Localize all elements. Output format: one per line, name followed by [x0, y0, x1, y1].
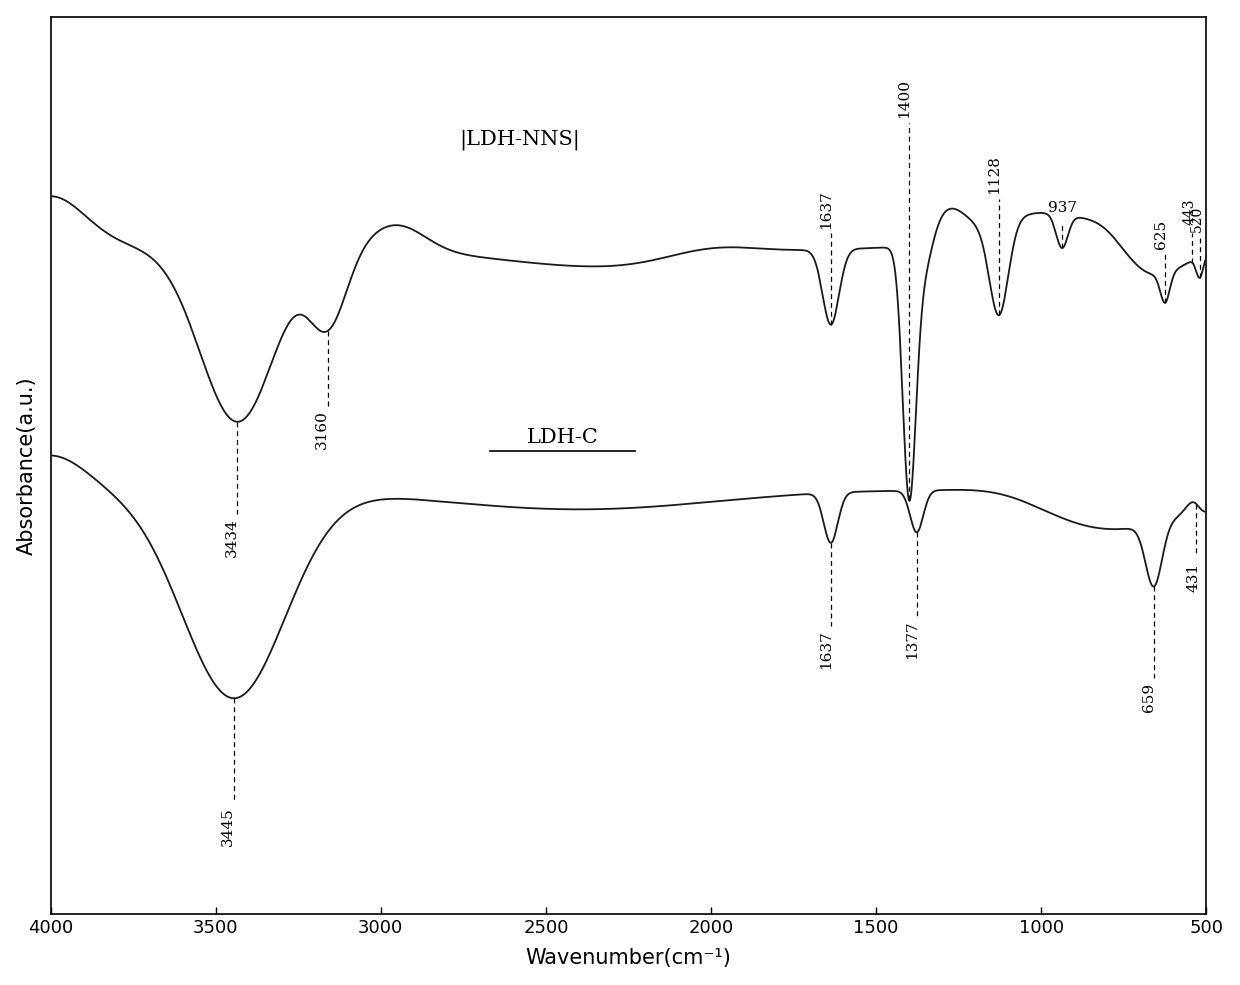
Text: 1377: 1377	[905, 620, 919, 659]
Text: 1128: 1128	[987, 156, 1002, 194]
Text: LDH-C: LDH-C	[527, 427, 598, 447]
Text: 625: 625	[1154, 220, 1168, 248]
X-axis label: Wavenumber(cm⁻¹): Wavenumber(cm⁻¹)	[526, 949, 732, 968]
Text: 3445: 3445	[221, 807, 234, 845]
Text: 1637: 1637	[820, 190, 833, 229]
Text: 443: 443	[1183, 199, 1197, 225]
Text: 431: 431	[1187, 562, 1200, 592]
Text: 1400: 1400	[898, 80, 911, 118]
Text: 3160: 3160	[315, 410, 329, 449]
Text: |LDH-NNS|: |LDH-NNS|	[459, 130, 580, 151]
Text: 520: 520	[1189, 206, 1204, 231]
Text: 1637: 1637	[820, 630, 833, 669]
Text: 3434: 3434	[224, 518, 238, 557]
Y-axis label: Absorbance(a.u.): Absorbance(a.u.)	[16, 376, 37, 555]
Text: 659: 659	[1142, 683, 1156, 711]
Text: 937: 937	[1048, 201, 1076, 215]
